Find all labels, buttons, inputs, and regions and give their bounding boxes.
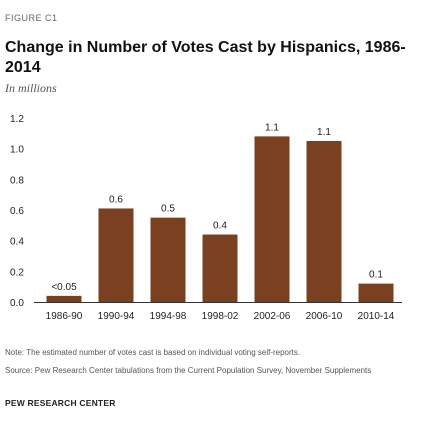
y-tick-label: 0.8 (10, 175, 24, 186)
y-tick-label: 1.0 (10, 145, 24, 156)
credit-line: PEW RESEARCH CENTER (5, 398, 116, 408)
chart-title: Change in Number of Votes Cast by Hispan… (5, 39, 406, 76)
bar-2006-10 (306, 141, 342, 302)
data-label: 1.1 (317, 127, 331, 138)
x-tick-label: 2006-10 (306, 311, 343, 322)
data-label: 1.1 (265, 122, 279, 133)
data-label: 0.6 (109, 194, 123, 205)
bar-1990-94 (98, 208, 134, 302)
x-tick-label: 2010-14 (358, 311, 395, 322)
x-tick-label: 1994-98 (150, 311, 187, 322)
figure-label: FIGURE C1 (5, 13, 58, 23)
x-tick-label: 1998-02 (202, 311, 239, 322)
bar-1994-98 (150, 217, 186, 302)
y-tick-label: 0.0 (10, 298, 24, 309)
chart-note: Note: The estimated number of votes cast… (5, 348, 301, 357)
chart-source: Source: Pew Research Center tabulations … (5, 366, 372, 375)
bar-1998-02 (202, 234, 238, 302)
y-tick-label: 0.4 (10, 237, 24, 248)
y-tick-label: 0.2 (10, 267, 24, 278)
bar-2010-14 (358, 283, 394, 302)
bar-2002-06 (254, 136, 290, 302)
x-tick-label: 2002-06 (254, 311, 291, 322)
x-tick-label: 1990-94 (98, 311, 135, 322)
bar-chart: 0.0 0.2 0.4 0.6 0.8 1.0 1.2 <0.05 1986-90 0.6 1990… (10, 114, 402, 322)
data-label: 0.1 (369, 270, 383, 281)
x-tick-label: 1986-90 (46, 311, 83, 322)
data-label: <0.05 (51, 282, 77, 293)
data-label: 0.4 (213, 221, 227, 232)
y-tick-label: 0.6 (10, 206, 24, 217)
y-tick-label: 1.2 (10, 114, 24, 125)
bar-1986-90 (46, 295, 82, 302)
data-label: 0.5 (161, 204, 175, 215)
chart-subtitle: In millions (5, 81, 57, 95)
